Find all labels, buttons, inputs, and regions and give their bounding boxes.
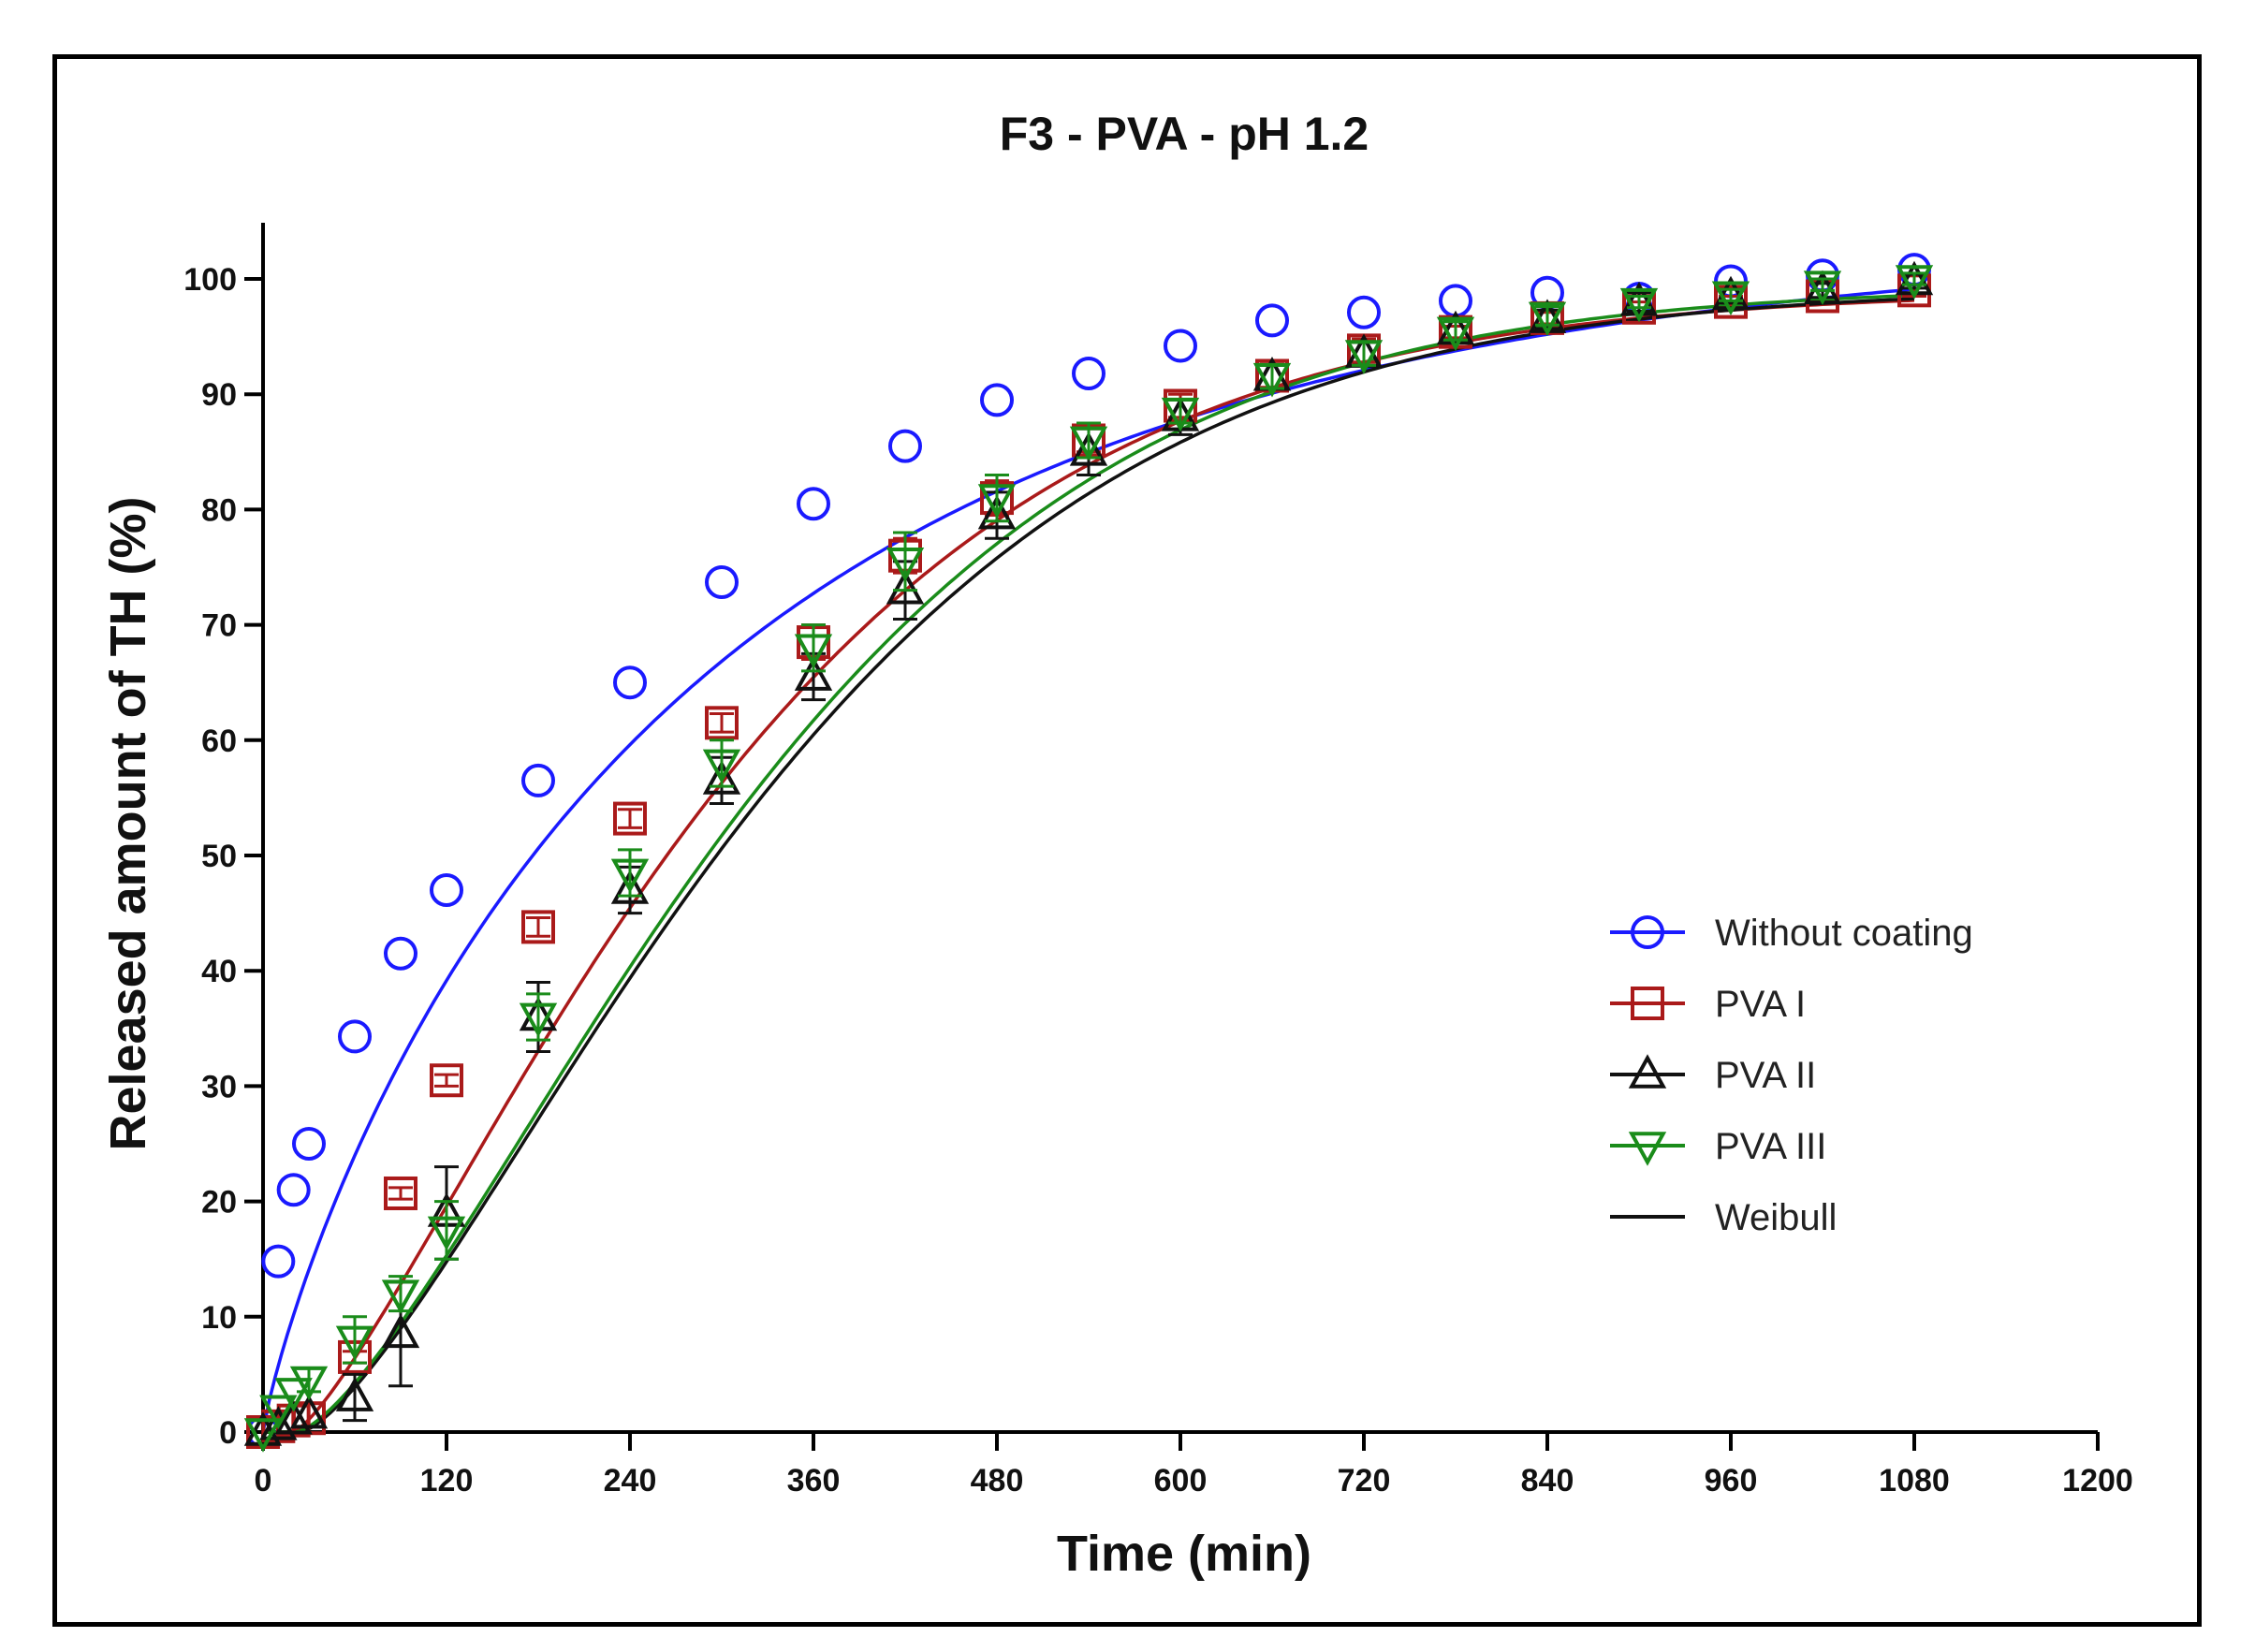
x-tick-label: 240 <box>604 1463 657 1498</box>
point-without-coating <box>521 763 555 797</box>
y-tick-label: 40 <box>201 954 237 989</box>
point-without-coating <box>261 1244 296 1279</box>
point-pva-ii <box>610 870 650 904</box>
point-pva-ii <box>702 760 741 795</box>
legend-marker <box>1628 1054 1667 1089</box>
axes: 0 120 240 360 480 600 720 840 960 1080 1200 0 10 20 30… <box>183 223 2133 1498</box>
legend-marker <box>1631 987 1664 1020</box>
point-pva-ii <box>259 1406 298 1440</box>
x-tick-label: 1200 <box>2062 1463 2133 1498</box>
point-pva-ii <box>274 1399 313 1435</box>
point-without-coating <box>797 487 830 521</box>
point-pva-i <box>613 801 647 836</box>
point-without-coating <box>276 1173 311 1207</box>
point-pva-iii <box>1803 270 1842 305</box>
point-pva-i <box>1714 285 1748 319</box>
point-pva-iii <box>610 858 650 894</box>
x-tick-label: 840 <box>1521 1463 1574 1498</box>
legend-label: Without coating <box>1715 913 1973 954</box>
x-tick-label: 360 <box>787 1463 841 1498</box>
point-pva-i <box>430 1063 463 1098</box>
point-pva-iii <box>1528 301 1567 337</box>
point-pva-ii <box>381 1313 420 1349</box>
point-pva-iii <box>1069 426 1108 461</box>
point-pva-ii <box>977 494 1017 530</box>
legend-label: PVA III <box>1715 1126 1826 1167</box>
legend: Without coating PVA I PVA II PVA III Weibull <box>1610 913 1973 1238</box>
y-tick-label: 0 <box>219 1415 237 1451</box>
point-without-coating <box>705 565 739 600</box>
legend-label: Weibull <box>1715 1197 1837 1238</box>
chart-title: F3 - PVA - pH 1.2 <box>1000 108 1369 160</box>
y-tick-label: 80 <box>201 492 237 528</box>
x-tick-label: 480 <box>971 1463 1024 1498</box>
point-pva-iii <box>381 1279 420 1314</box>
y-tick-label: 90 <box>201 377 237 413</box>
point-without-coating <box>292 1127 326 1161</box>
point-pva-iii <box>427 1216 466 1251</box>
y-tick-label: 100 <box>183 262 237 298</box>
point-pva-i <box>521 910 555 944</box>
point-pva-iii <box>1436 316 1475 352</box>
y-axis-title: Released amount of TH (%) <box>100 496 156 1150</box>
point-pva-ii <box>289 1394 329 1429</box>
point-pva-iii <box>519 1002 558 1038</box>
y-tick-label: 10 <box>201 1300 237 1336</box>
point-pva-i <box>384 1176 417 1210</box>
point-pva-iii <box>1252 362 1292 398</box>
point-pva-iii <box>289 1366 329 1401</box>
y-tick-label: 30 <box>201 1069 237 1104</box>
point-pva-iii <box>274 1378 313 1412</box>
point-pva-ii <box>335 1377 374 1411</box>
y-tick-label: 50 <box>201 839 237 874</box>
legend-marker <box>1631 915 1664 949</box>
point-pva-iii <box>886 548 925 582</box>
point-pva-ii <box>243 1411 283 1446</box>
point-without-coating <box>1072 357 1106 391</box>
point-pva-ii <box>1069 431 1108 466</box>
point-pva-iii <box>335 1325 374 1361</box>
point-without-coating <box>338 1019 372 1054</box>
point-without-coating <box>1255 303 1289 338</box>
point-without-coating <box>613 665 647 700</box>
x-tick-label: 720 <box>1338 1463 1391 1498</box>
point-without-coating <box>1347 295 1381 329</box>
legend-marker <box>1628 1132 1667 1166</box>
point-pva-ii <box>1436 310 1475 345</box>
point-pva-iii <box>1619 287 1659 323</box>
point-without-coating <box>888 429 922 463</box>
figure-frame <box>52 54 2202 1627</box>
point-pva-iii <box>702 749 741 784</box>
legend-label: PVA II <box>1715 1055 1816 1096</box>
point-without-coating <box>384 936 417 971</box>
data-points <box>243 253 1934 1453</box>
point-pva-iii <box>1711 281 1750 315</box>
point-pva-iii <box>1344 340 1384 374</box>
x-tick-label: 1080 <box>1879 1463 1950 1498</box>
point-pva-iii <box>259 1395 298 1430</box>
point-pva-iii <box>1161 397 1200 432</box>
point-pva-ii <box>794 656 833 691</box>
x-axis-title: Time (min) <box>1057 1526 1311 1582</box>
point-pva-iii <box>977 484 1017 519</box>
legend-label: PVA I <box>1715 984 1806 1025</box>
point-without-coating <box>1164 329 1197 363</box>
x-tick-label: 0 <box>255 1463 272 1498</box>
point-pva-iii <box>1895 265 1934 300</box>
y-tick-label: 70 <box>201 608 237 644</box>
point-pva-iii <box>243 1418 283 1453</box>
y-tick-label: 60 <box>201 724 237 759</box>
point-pva-ii <box>886 569 925 605</box>
x-tick-label: 120 <box>420 1463 474 1498</box>
x-tick-label: 960 <box>1705 1463 1758 1498</box>
y-tick-label: 20 <box>201 1185 237 1221</box>
point-without-coating <box>980 383 1014 417</box>
point-pva-i <box>705 706 739 740</box>
point-without-coating <box>430 872 463 907</box>
point-pva-iii <box>794 634 833 668</box>
point-pva-ii <box>1619 281 1659 316</box>
x-tick-label: 600 <box>1154 1463 1208 1498</box>
